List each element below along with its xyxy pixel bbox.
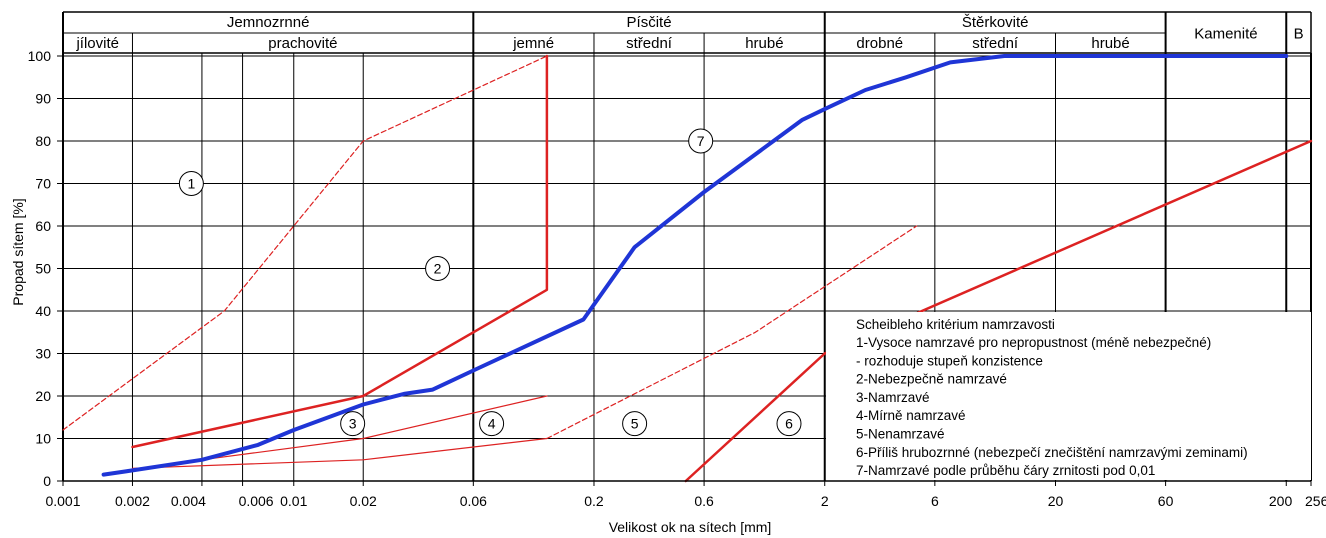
x-tick-label: 0.006 (239, 493, 274, 509)
zone-label: 4 (488, 416, 496, 432)
y-tick-label: 40 (35, 303, 51, 319)
x-tick-label: 0.02 (350, 493, 377, 509)
series-line-6 (686, 354, 825, 482)
x-axis-label: Velikost ok na sítech [mm] (609, 519, 772, 535)
x-tick-label: 0.6 (694, 493, 714, 509)
legend-item: 5-Nenamrzavé (856, 427, 945, 442)
x-tick-label: 20 (1048, 493, 1064, 509)
y-tick-label: 60 (35, 218, 51, 234)
header-subgroup-label: drobné (856, 35, 903, 52)
zone-label: 2 (434, 261, 442, 277)
header-subgroup-label: jemné (512, 35, 554, 52)
y-tick-label: 50 (35, 261, 51, 277)
header-subgroup-label: prachovité (268, 35, 337, 52)
zone-labels: 1 2 3 4 5 6 7 (179, 129, 801, 436)
x-tick-label: 0.002 (115, 493, 150, 509)
header-subgroup-label: hrubé (745, 35, 783, 52)
x-tick-label: 200 (1269, 493, 1293, 509)
y-axis-label: Propad sítem [%] (10, 198, 26, 305)
y-tick-label: 80 (35, 133, 51, 149)
zone-label: 6 (785, 416, 793, 432)
series-line-4 (133, 439, 547, 469)
x-tick-label: 60 (1158, 493, 1174, 509)
header-subgroup-label: jílovité (75, 35, 119, 52)
legend-item: - rozhoduje stupeň konzistence (856, 353, 1043, 368)
legend-item: 3-Namrzavé (856, 390, 930, 405)
x-tick-label: 0.06 (460, 493, 487, 509)
y-tick-label: 30 (35, 346, 51, 362)
header-group-label: Jemnozrnné (227, 14, 310, 31)
zone-label: 5 (631, 416, 639, 432)
legend-item: 7-Namrzavé podle průběhu čáry zrnitosti … (856, 463, 1155, 478)
x-tick-label: 6 (931, 493, 939, 509)
legend-item: 2-Nebezpečně namrzavé (856, 372, 1007, 387)
legend-title: Scheibleho kritérium namrzavosti (856, 317, 1055, 332)
header-group-label: Kamenité (1194, 26, 1257, 43)
y-tick-label: 20 (35, 388, 51, 404)
header-group-label: Štěrkovité (962, 14, 1029, 31)
x-tick-label: 0.004 (171, 493, 206, 509)
series-line-2 (133, 56, 547, 447)
x-tick-label: 0.001 (45, 493, 80, 509)
y-tick-label: 0 (43, 473, 51, 489)
zone-label: 7 (697, 133, 705, 149)
y-tick-label: 10 (35, 431, 51, 447)
legend-item: 4-Mírně namrzavé (856, 408, 966, 423)
header-subgroup-label: střední (626, 35, 673, 52)
y-tick-label: 90 (35, 91, 51, 107)
header-group-label: B (1294, 26, 1304, 43)
x-tick-label: 2 (821, 493, 829, 509)
legend: Scheibleho kritérium namrzavosti 1-Vysoce… (826, 312, 1311, 480)
x-tick-label: 0.2 (584, 493, 604, 509)
zone-label: 1 (187, 176, 195, 192)
header-subgroup-label: hrubé (1091, 35, 1129, 52)
x-tick-label: 256 (1305, 493, 1326, 509)
header-subgroup-label: střední (972, 35, 1019, 52)
legend-item: 1-Vysoce namrzavé pro nepropustnost (mén… (856, 335, 1211, 350)
header-group-label: Písčité (627, 14, 672, 31)
legend-item: 6-Příliš hrubozrnné (nebezpečí znečištěn… (856, 445, 1248, 460)
zone-label: 3 (349, 416, 357, 432)
y-tick-label: 70 (35, 176, 51, 192)
y-tick-label: 100 (28, 48, 52, 64)
x-tick-label: 0.01 (280, 493, 307, 509)
